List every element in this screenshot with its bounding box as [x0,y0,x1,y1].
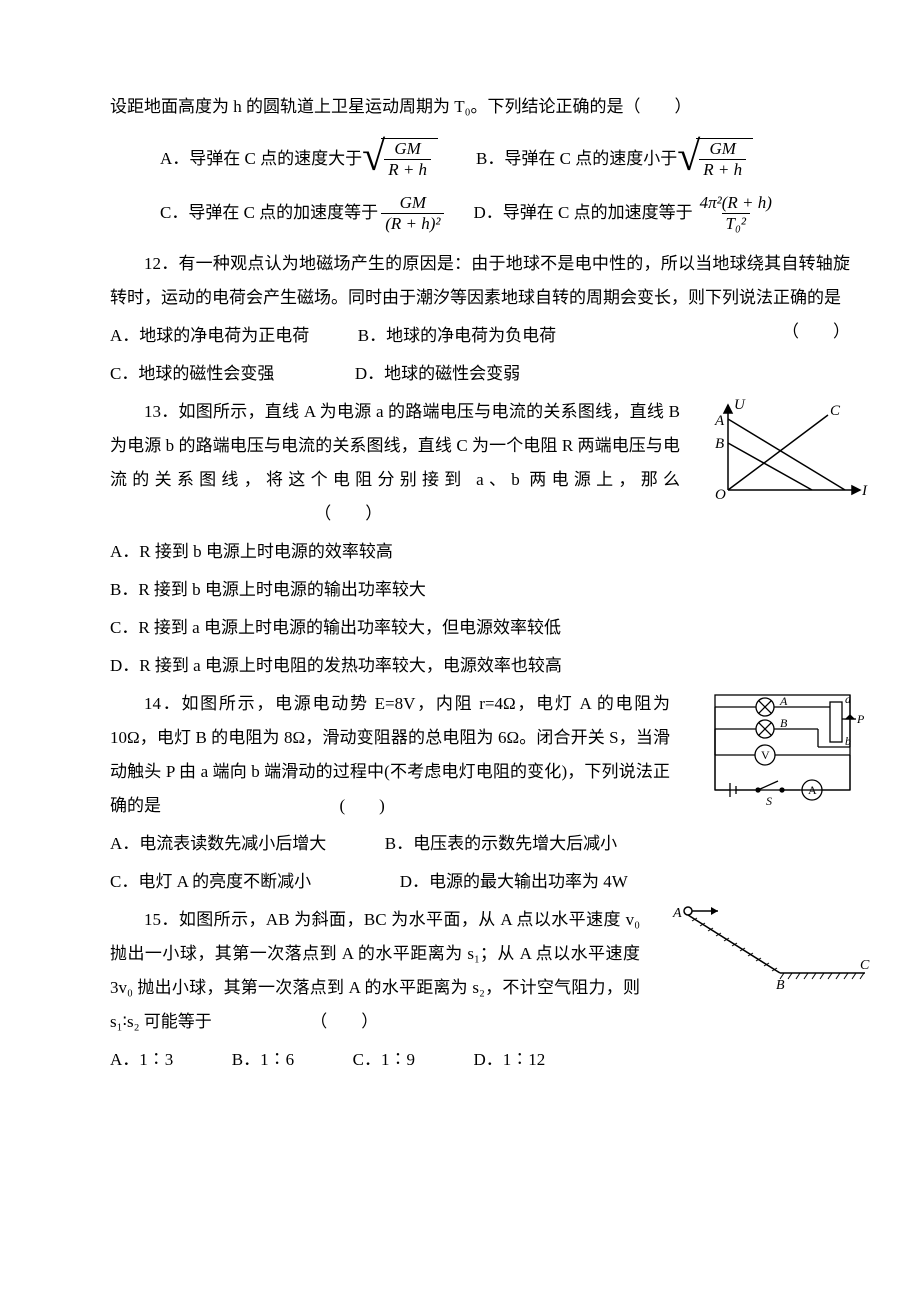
q12-opt-b: B．地球的净电荷为负电荷 [358,326,556,345]
q15-figure: A B C [670,903,870,993]
q14-opt-a: A．电流表读数先减小后增大 [110,834,326,853]
q14-line2: C．电灯 A 的亮度不断减小 D．电源的最大输出功率为 4W [110,865,850,899]
q15-blank: （ ） [310,1012,378,1031]
q11-row2: C．导弹在 C 点的加速度等于 GM (R + h)² D．导弹在 C 点的加速… [160,193,850,233]
q13-label-B: B [715,436,724,452]
q11-b-num: GM [706,139,740,159]
q14-stem-text: 14．如图所示，电源电动势 E=8V，内阻 r=4Ω，电灯 A 的电阻为 10Ω… [110,694,670,815]
q11-lead: 设距地面高度为 h 的圆轨道上卫星运动周期为 T₀。下列结论正确的是（ ） [110,90,850,124]
q14-label-b: b [845,734,851,748]
q13-label-I: I [861,483,868,499]
q14-line1: A．电流表读数先减小后增大 B．电压表的示数先增大后减小 [110,827,850,861]
q14-opt-b: B．电压表的示数先增大后减小 [385,834,617,853]
q15-label-B: B [776,978,785,993]
q14-blank: ( ) [340,796,385,815]
q12-line1: A．地球的净电荷为正电荷 B．地球的净电荷为负电荷 [110,319,850,353]
q15-label-A: A [672,906,682,921]
q11-row1: A．导弹在 C 点的速度大于 √ GM R + h B．导弹在 C 点的速度小于… [160,138,850,179]
q12-stem-text: 12．有一种观点认为地磁场产生的原因是：由于地球不是电中性的，所以当地球绕其自转… [110,254,850,307]
q14-opt-c: C．电灯 A 的亮度不断减小 [110,872,311,891]
q12-opt-a: A．地球的净电荷为正电荷 [110,326,309,345]
q15-opt-b: B．1∶6 [232,1050,294,1069]
q11-d-num: 4π²(R + h) [696,193,776,213]
q12-line2: C．地球的磁性会变强 D．地球的磁性会变弱 [110,357,850,391]
q13-label-A: A [714,413,725,429]
q14-label-lampB: B [780,716,788,730]
q11-c-lead: C．导弹在 C 点的加速度等于 [160,196,378,230]
q13-stem-text: 13．如图所示，直线 A 为电源 a 的路端电压与电流的关系图线，直线 B 为电… [110,402,680,489]
q11-a-den: R + h [384,159,431,180]
q15-label-C: C [860,958,870,973]
q15-opt-c: C．1∶9 [353,1050,415,1069]
q11-b-lead: B．导弹在 C 点的速度小于 [476,142,677,176]
q12-blank: （ ） [748,315,850,349]
q13-opt-d: D．R 接到 a 电源上时电阻的发热功率较大，电源效率也较高 [110,649,850,683]
q13-opt-b: B．R 接到 b 电源上时电源的输出功率较大 [110,573,850,607]
q13-label-C: C [830,403,841,419]
q11-a-num: GM [390,139,424,159]
q11-c-den: (R + h)² [381,213,444,234]
q11-d-lead: D．导弹在 C 点的加速度等于 [473,196,692,230]
q14-figure: A B V A S P a b [700,687,870,807]
q11-c-num: GM [396,193,430,213]
q11-d-frac: 4π²(R + h) T₀² [696,193,776,233]
q14-label-Amm: A [808,783,817,797]
q12-opt-d: D．地球的磁性会变弱 [355,364,520,383]
q11-c-frac: GM (R + h)² [381,193,444,233]
q13-figure: U I A B C O [710,395,870,515]
q13-blank: （ ） [314,504,382,523]
q15-opt-a: A．1∶3 [110,1050,173,1069]
q14-label-lampA: A [779,694,788,708]
q15-opts: A．1∶3 B．1∶6 C．1∶9 D．1∶12 [110,1043,850,1077]
q13-opt-c: C．R 接到 a 电源上时电源的输出功率较大，但电源效率较低 [110,611,850,645]
q14-label-a: a [845,692,851,706]
q11-d-den: T₀² [722,213,750,234]
q11-a-lead: A．导弹在 C 点的速度大于 [160,142,362,176]
q14-label-S: S [766,794,772,807]
q12-opt-c: C．地球的磁性会变强 [110,364,274,383]
q11-a-sqrt: √ GM R + h [362,138,438,179]
q13-label-U: U [734,397,746,413]
q13-opt-a: A．R 接到 b 电源上时电源的效率较高 [110,535,850,569]
q14-label-P: P [856,712,865,726]
q11-b-den: R + h [699,159,746,180]
q13-label-O: O [715,487,726,503]
q15-opt-d: D．1∶12 [473,1050,545,1069]
q14-opt-d: D．电源的最大输出功率为 4W [400,872,628,891]
q11-b-sqrt: √ GM R + h [677,138,753,179]
q14-label-V: V [761,748,770,762]
q12-stem: 12．有一种观点认为地磁场产生的原因是：由于地球不是电中性的，所以当地球绕其自转… [110,247,850,315]
